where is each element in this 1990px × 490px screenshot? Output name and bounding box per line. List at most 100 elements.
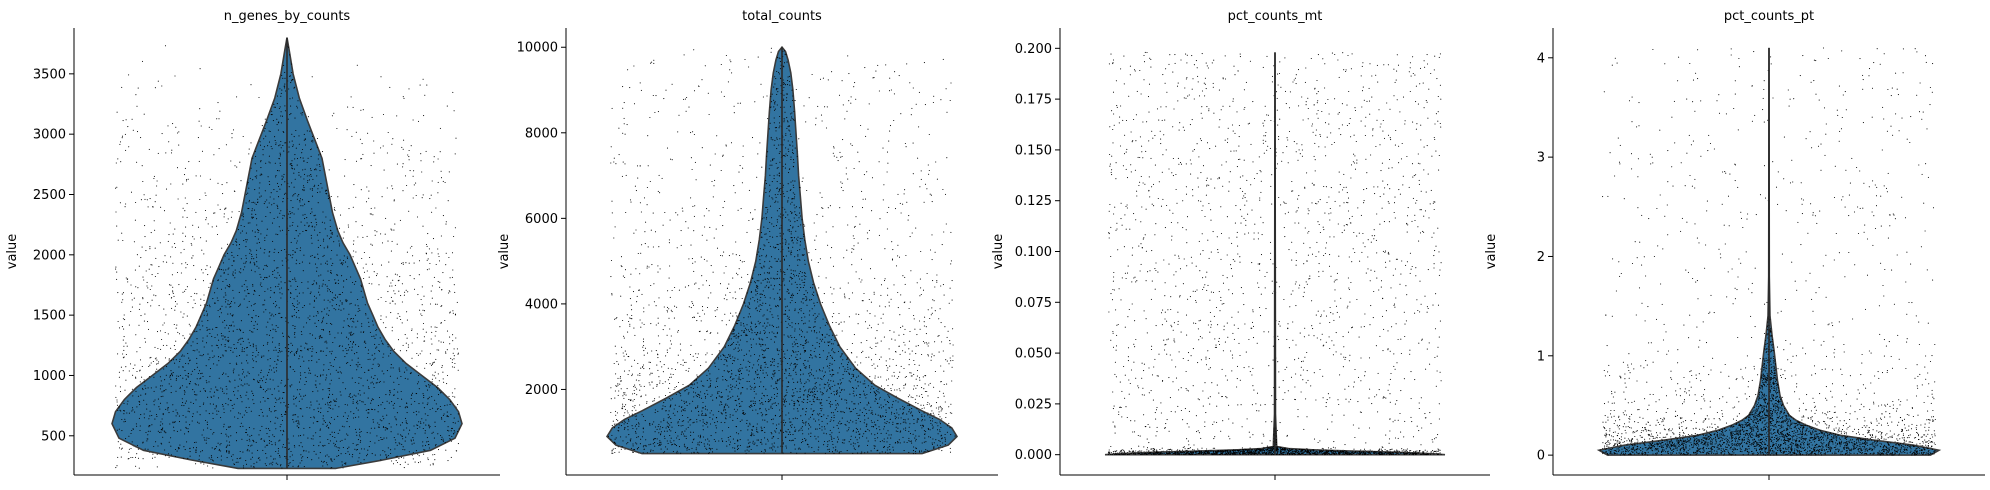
scatter-point (298, 381, 301, 383)
scatter-point (262, 396, 264, 399)
scatter-point (423, 407, 425, 409)
scatter-point (282, 131, 284, 133)
scatter-point (137, 395, 139, 397)
scatter-point (451, 427, 454, 429)
scatter-point (274, 458, 276, 460)
scatter-point (169, 376, 171, 378)
scatter-point (454, 362, 456, 365)
scatter-point (226, 324, 228, 326)
scatter-point (339, 371, 341, 373)
scatter-point (316, 267, 318, 269)
scatter-point (407, 346, 409, 348)
scatter-point (254, 163, 256, 165)
scatter-point (156, 180, 158, 182)
scatter-point (181, 355, 183, 357)
scatter-point (252, 439, 254, 441)
scatter-point (333, 308, 335, 310)
scatter-point (177, 198, 179, 200)
scatter-point (346, 278, 348, 280)
scatter-point (418, 455, 420, 457)
scatter-point (220, 387, 222, 389)
scatter-point (248, 201, 250, 203)
scatter-point (376, 273, 378, 275)
scatter-point (127, 281, 129, 283)
scatter-point (246, 354, 248, 356)
scatter-point (300, 331, 302, 333)
scatter-point (126, 345, 128, 347)
scatter-point (382, 145, 384, 147)
scatter-point (281, 379, 283, 381)
scatter-point (371, 263, 373, 265)
scatter-point (454, 396, 456, 398)
scatter-point (181, 398, 183, 400)
scatter-point (332, 365, 334, 368)
scatter-point (365, 263, 367, 265)
scatter-point (167, 240, 169, 242)
scatter-point (370, 427, 372, 429)
scatter-point (295, 289, 297, 291)
scatter-point (151, 274, 153, 276)
scatter-point (280, 382, 282, 384)
scatter-point (322, 461, 324, 463)
scatter-point (210, 458, 212, 460)
scatter-point (356, 262, 359, 264)
scatter-point (211, 447, 213, 449)
scatter-point (313, 409, 315, 411)
scatter-point (115, 266, 117, 268)
scatter-point (257, 354, 259, 356)
scatter-point (252, 358, 254, 360)
scatter-point (289, 211, 291, 213)
scatter-point (248, 450, 250, 452)
scatter-point (117, 158, 119, 160)
scatter-point (262, 415, 264, 417)
scatter-point (360, 440, 362, 442)
scatter-point (375, 275, 378, 277)
scatter-point (157, 445, 159, 447)
scatter-point (310, 401, 312, 403)
scatter-point (182, 377, 184, 379)
scatter-point (334, 297, 337, 299)
scatter-point (323, 369, 325, 371)
scatter-point (381, 196, 383, 198)
scatter-point (301, 457, 303, 459)
scatter-point (307, 179, 309, 182)
scatter-point (139, 404, 141, 406)
scatter-point (399, 405, 401, 407)
scatter-point (198, 160, 200, 162)
scatter-point (433, 437, 435, 439)
scatter-point (147, 430, 149, 432)
scatter-point (235, 362, 237, 364)
scatter-point (144, 337, 146, 339)
scatter-point (193, 441, 196, 444)
scatter-point (444, 405, 446, 407)
scatter-point (241, 416, 244, 418)
scatter-point (452, 312, 454, 314)
scatter-point (313, 186, 315, 188)
scatter-point (400, 318, 402, 321)
scatter-point (133, 297, 135, 299)
scatter-point (216, 297, 218, 299)
scatter-point (222, 269, 224, 271)
scatter-point (331, 115, 333, 117)
scatter-point (253, 463, 255, 465)
scatter-point (233, 403, 235, 405)
scatter-point (185, 426, 187, 428)
scatter-point (451, 366, 454, 368)
scatter-point (290, 293, 292, 295)
scatter-point (338, 377, 340, 379)
scatter-point (128, 448, 130, 450)
scatter-point (339, 429, 341, 431)
scatter-point (296, 107, 298, 109)
scatter-point (311, 459, 313, 461)
scatter-point (182, 316, 184, 318)
scatter-point (209, 403, 211, 405)
scatter-point (362, 267, 364, 269)
scatter-point (416, 427, 418, 430)
scatter-point (265, 381, 267, 384)
scatter-point (369, 432, 371, 434)
scatter-point (156, 331, 159, 333)
scatter-point (428, 427, 430, 429)
scatter-point (186, 386, 188, 388)
scatter-point (428, 425, 430, 427)
scatter-point (248, 342, 250, 344)
